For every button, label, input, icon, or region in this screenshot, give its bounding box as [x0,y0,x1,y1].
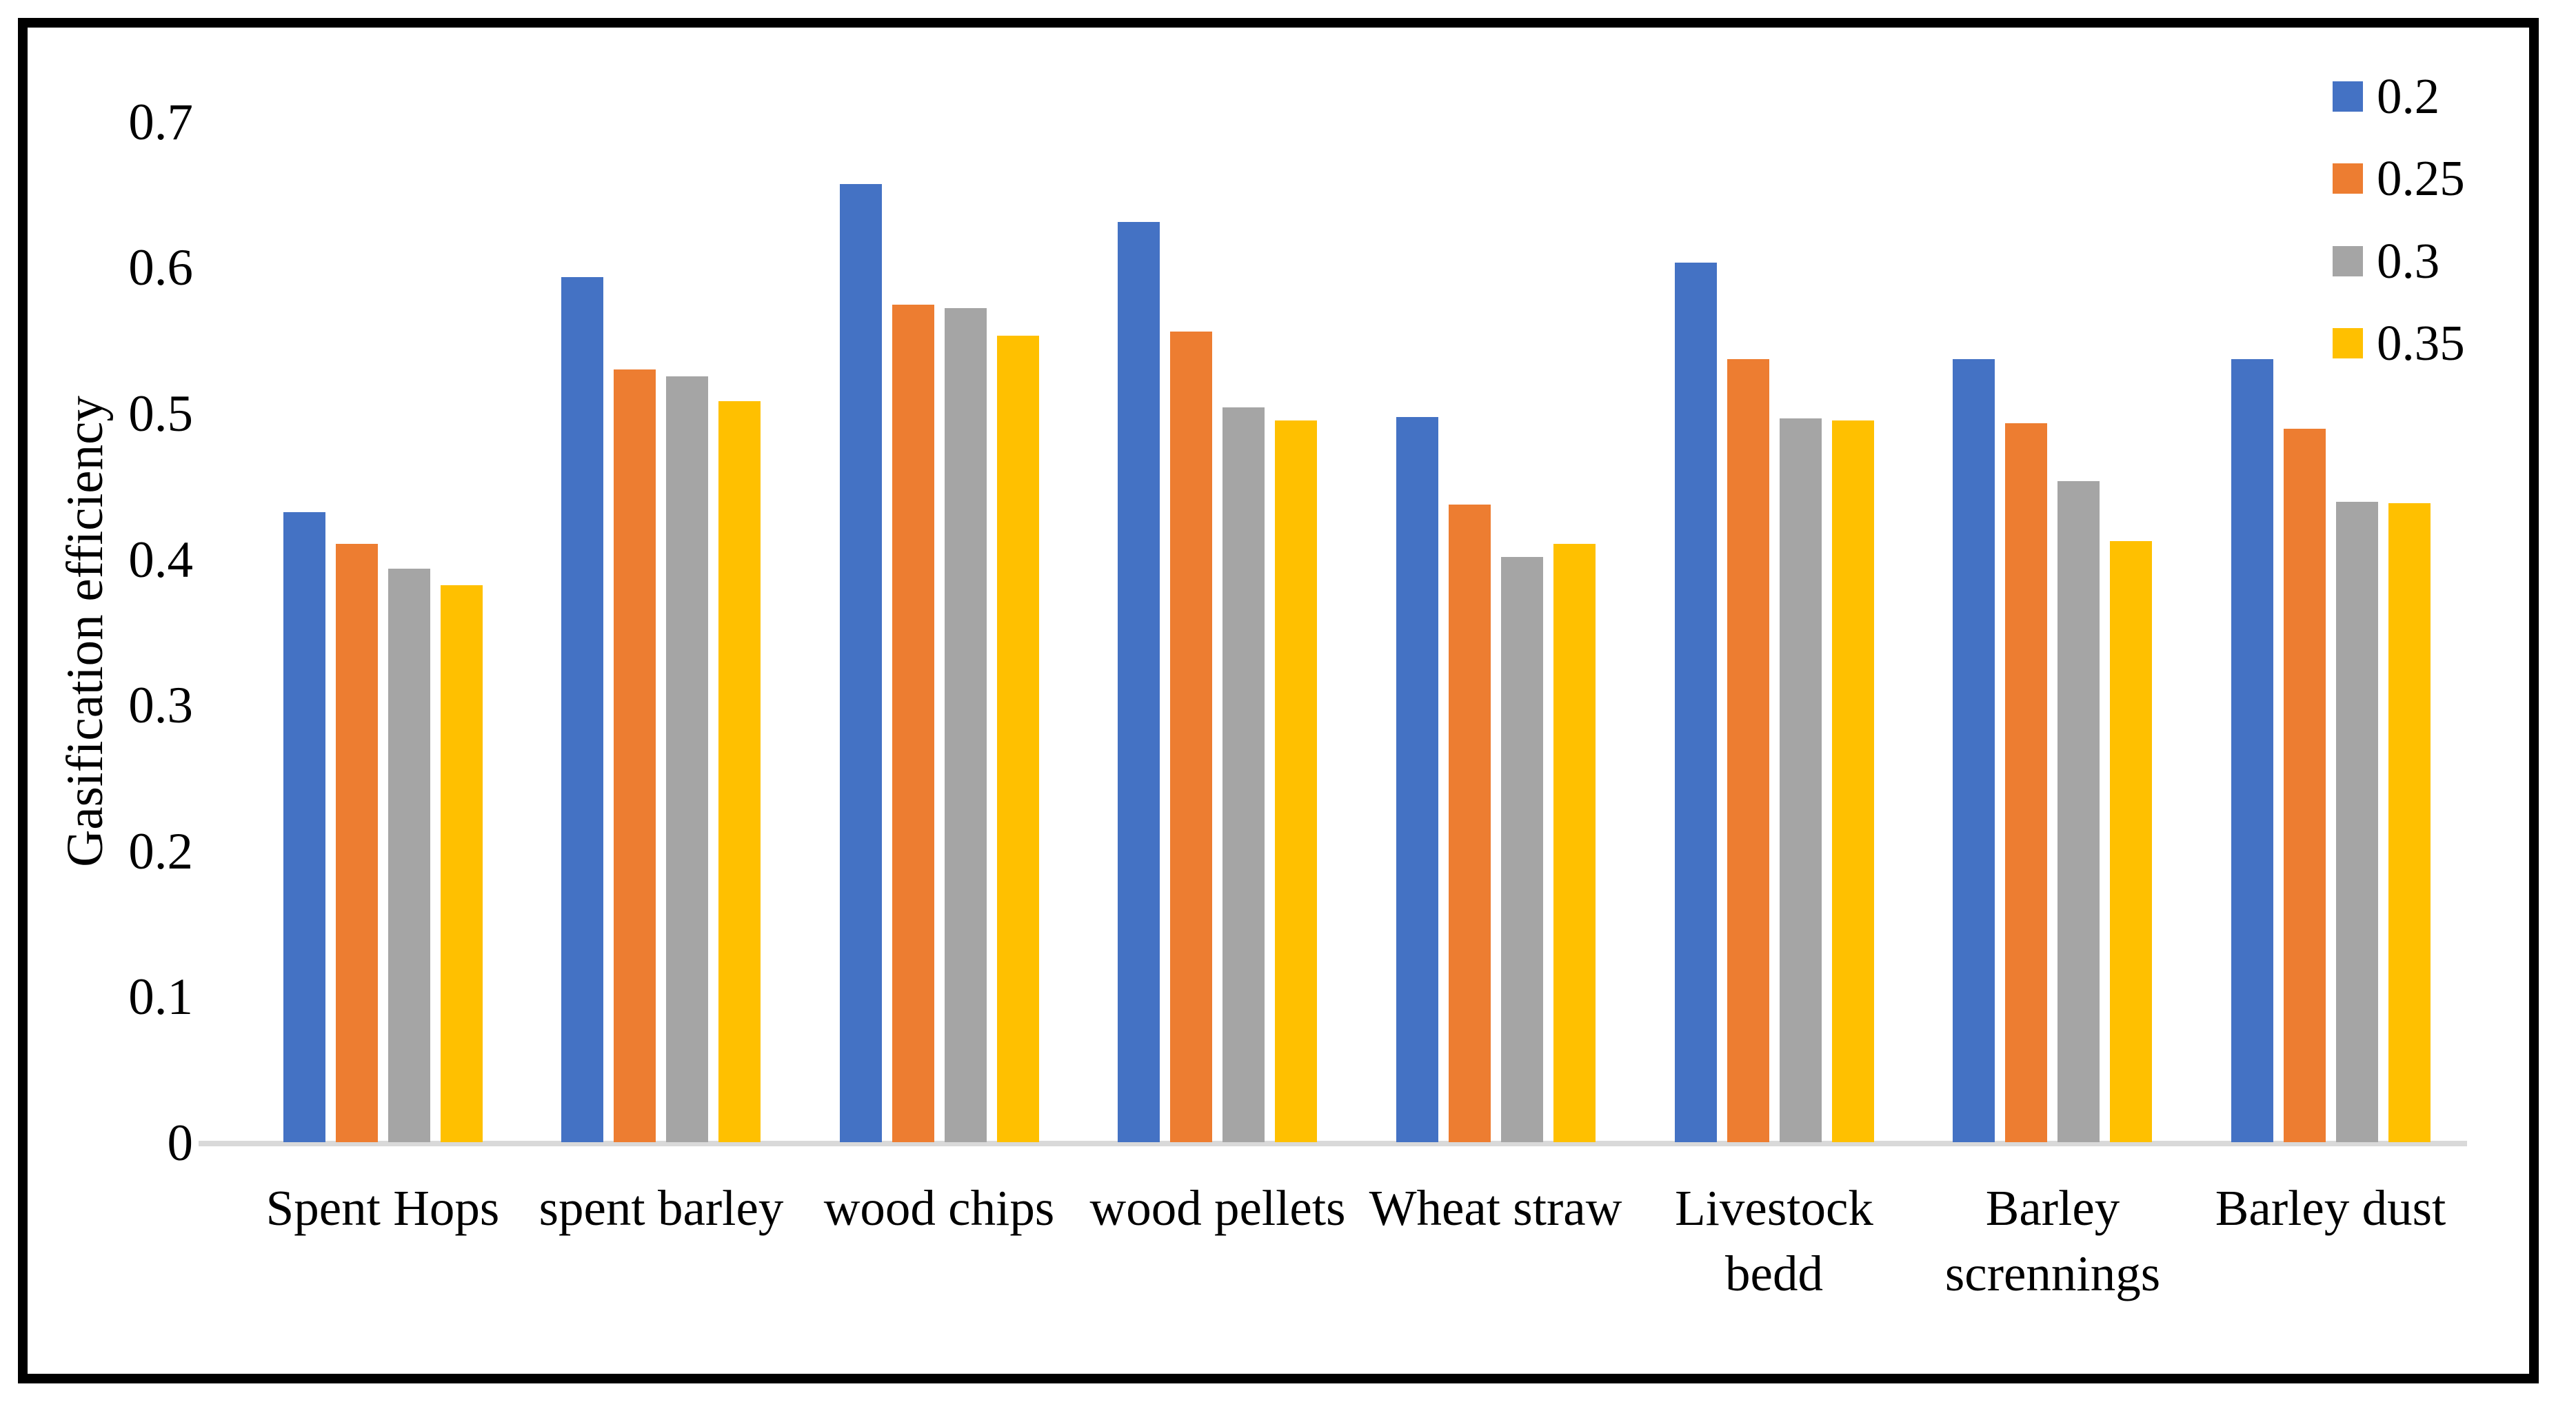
bar-series-0.35 [1553,544,1596,1142]
bar-series-0.3 [2057,481,2100,1142]
bar-series-0.25 [1449,505,1491,1142]
legend-swatch-0.25 [2333,163,2363,194]
bar-series-0.25 [892,305,934,1142]
x-category-label: spent barley [539,1180,784,1236]
y-tick-label: 0.2 [128,823,193,880]
bar-series-0.3 [388,569,430,1142]
bar-series-0.35 [1832,420,1874,1142]
y-axis-title: Gasification efficiency [57,396,114,867]
x-category-label: Barley dust [2215,1180,2446,1236]
bar-series-0.2 [1675,263,1717,1142]
bar-series-0.35 [2110,541,2152,1142]
bar-series-0.2 [1396,417,1438,1142]
x-category-label: Barley scrennings [1944,1180,2161,1301]
y-tick-label: 0.3 [128,677,193,734]
bar-series-0.35 [1275,420,1317,1142]
legend-swatch-0.35 [2333,328,2363,358]
legend-swatch-0.2 [2333,81,2363,112]
legend-label: 0.2 [2377,68,2440,124]
x-category-label: Livestock bedd [1675,1180,1873,1301]
bar-series-0.2 [561,277,603,1142]
legend-label: 0.35 [2377,315,2465,371]
y-tick-label: 0 [167,1115,194,1172]
bar-series-0.2 [283,512,325,1142]
bar-series-0.35 [718,401,761,1142]
bar-series-0.3 [2336,502,2378,1142]
x-category-label: Wheat straw [1369,1180,1622,1236]
x-axis-line [199,1141,2467,1146]
bar-series-0.2 [2231,359,2273,1142]
bar-series-0.25 [2284,429,2326,1142]
bar-series-0.35 [997,336,1039,1142]
bar-series-0.3 [945,308,987,1142]
bar-series-0.3 [1780,418,1822,1142]
y-tick-label: 0.6 [128,239,193,296]
x-category-label: Spent Hops [265,1180,500,1236]
bar-series-0.3 [1501,557,1543,1142]
bar-series-0.2 [840,184,882,1142]
bar-series-0.2 [1953,359,1995,1142]
x-category-label: wood pellets [1089,1180,1346,1236]
legend-label: 0.3 [2377,233,2440,289]
bar-series-0.25 [336,544,378,1142]
bar-series-0.3 [666,376,708,1142]
bar-series-0.35 [2388,503,2431,1142]
bar-series-0.25 [2005,423,2047,1142]
y-tick-label: 0.1 [128,968,193,1026]
y-tick-label: 0.4 [128,531,193,589]
y-tick-label: 0.7 [128,94,193,151]
bar-series-0.35 [441,585,483,1142]
bar-series-0.3 [1222,407,1265,1142]
legend-label: 0.25 [2377,150,2465,206]
chart-frame-border [18,18,2539,1383]
bar-series-0.2 [1118,222,1160,1142]
bar-series-0.25 [1727,359,1769,1142]
x-category-label: wood chips [823,1180,1055,1236]
y-tick-label: 0.5 [128,385,193,443]
legend-swatch-0.3 [2333,246,2363,276]
bar-series-0.25 [614,369,656,1142]
bar-series-0.25 [1170,332,1212,1142]
